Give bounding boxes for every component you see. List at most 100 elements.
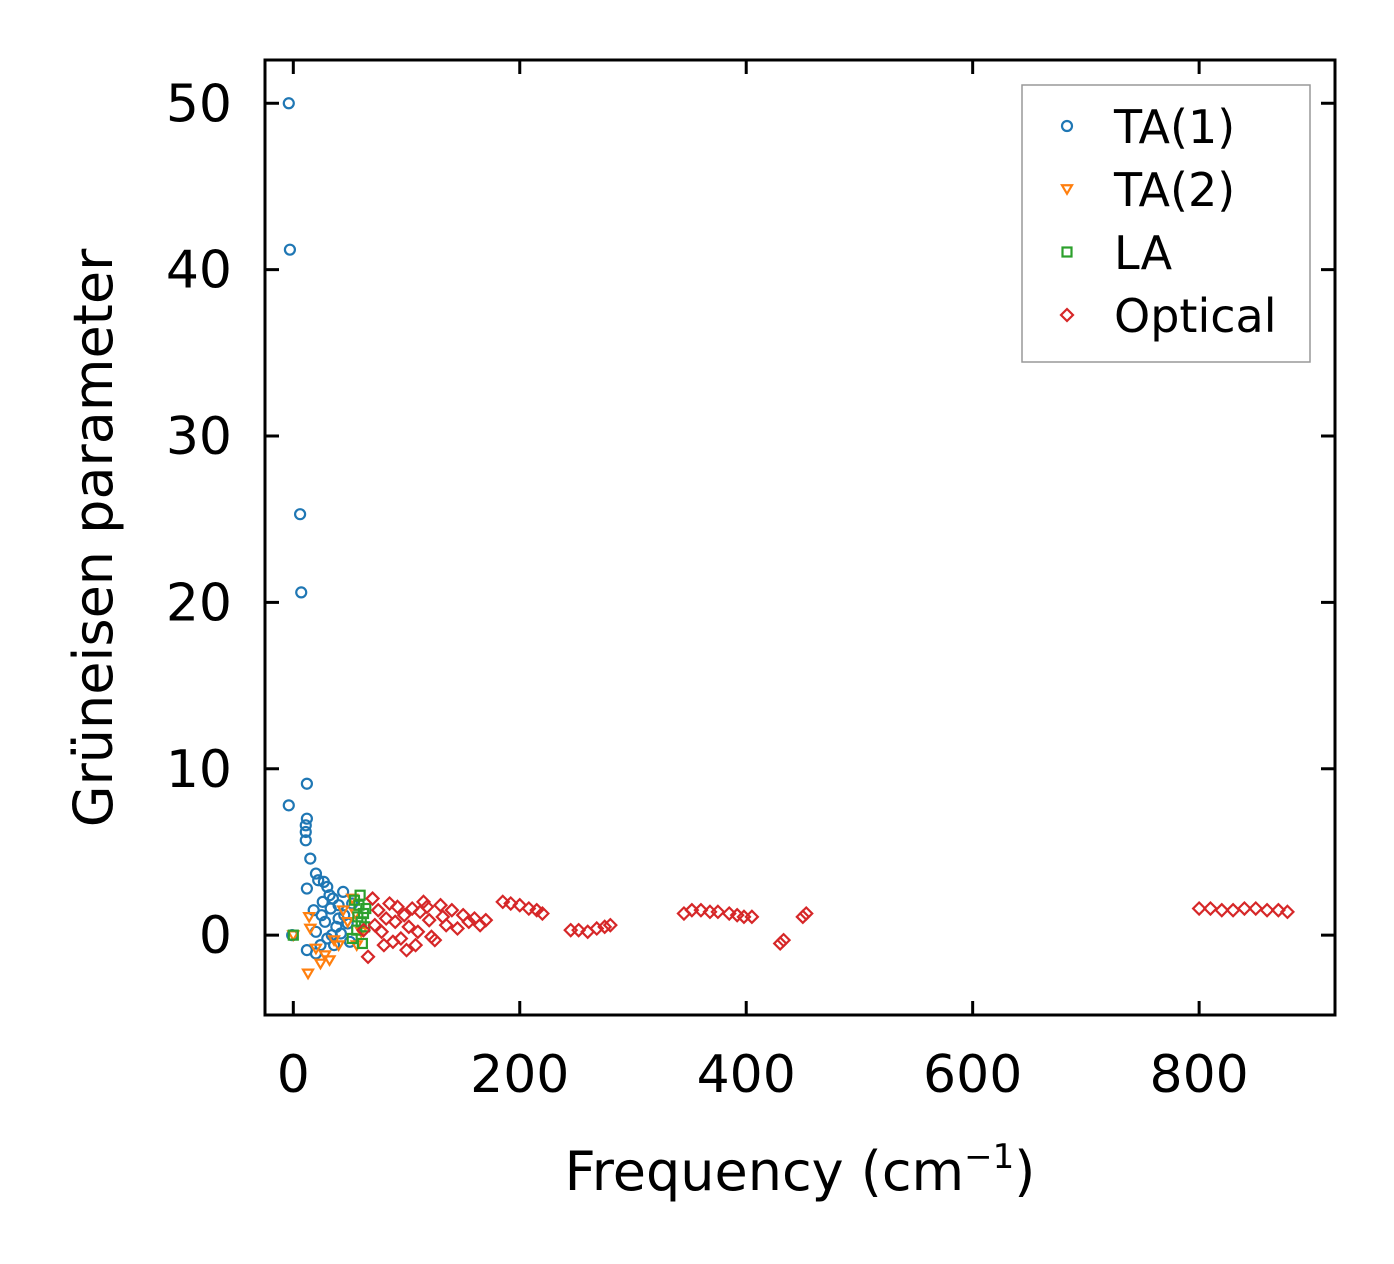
data-point (461, 914, 477, 930)
data-point (389, 899, 406, 915)
data-point (299, 834, 312, 847)
data-points (282, 97, 1296, 981)
data-point (589, 920, 605, 937)
data-point (435, 909, 451, 925)
data-point (324, 902, 337, 915)
x-axis-label: Frequency (cm−1) (565, 1137, 1036, 1203)
data-point (1248, 900, 1264, 917)
data-point (295, 586, 308, 599)
data-point (355, 922, 372, 938)
data-point (534, 905, 550, 922)
data-point (302, 911, 317, 924)
data-point (404, 900, 420, 917)
y-tick-label: 40 (166, 241, 232, 301)
data-point (303, 923, 318, 936)
data-point (478, 912, 494, 928)
y-axis-label: Grüneisen parameter (62, 248, 125, 827)
data-point (1202, 900, 1219, 917)
y-tick-label: 50 (166, 74, 232, 134)
data-point (495, 894, 511, 910)
x-axis-label-close: ) (1014, 1140, 1035, 1203)
data-point (287, 929, 299, 941)
data-point (316, 895, 329, 908)
data-point (309, 867, 323, 880)
data-point (772, 935, 788, 952)
data-point (602, 917, 618, 933)
data-point (283, 243, 297, 256)
data-point (300, 882, 313, 895)
data-point (313, 958, 328, 971)
data-point (1225, 902, 1241, 918)
x-tick-label: 0 (277, 1045, 310, 1105)
legend: TA(1) TA(2) LA Optical (1021, 84, 1311, 363)
x-axis-label-main: Frequency (cm (565, 1140, 965, 1203)
data-point (299, 819, 312, 832)
data-point (336, 905, 351, 918)
x-tick-label: 400 (697, 1045, 796, 1105)
y-tick-label: 10 (166, 740, 232, 800)
data-point (300, 812, 313, 825)
data-point (798, 905, 814, 922)
data-point (365, 890, 381, 907)
data-point (352, 911, 364, 923)
data-point (421, 912, 437, 928)
legend-label: LA (1114, 226, 1173, 280)
data-point (410, 924, 426, 940)
x-axis-label-superscript: −1 (964, 1137, 1014, 1177)
data-point (1270, 902, 1286, 918)
legend-label: TA(2) (1113, 163, 1235, 217)
legend-label: TA(1) (1113, 100, 1235, 154)
data-point (323, 889, 336, 902)
data-point (597, 919, 613, 935)
legend-marker (1060, 119, 1074, 133)
legend-entry: TA(2) (1060, 163, 1235, 217)
data-point (396, 907, 412, 923)
data-point (393, 930, 409, 947)
data-point (449, 920, 466, 937)
data-point (346, 932, 358, 945)
data-point (322, 955, 337, 968)
data-point (693, 902, 709, 918)
data-point (795, 909, 811, 925)
data-point (776, 932, 792, 948)
data-point (521, 900, 537, 917)
x-tick-label: 200 (470, 1045, 569, 1105)
data-point (385, 934, 401, 950)
data-point (370, 902, 386, 918)
legend-label: Optical (1114, 289, 1276, 343)
x-tick-label: 800 (1149, 1045, 1248, 1105)
plot-area-frame (263, 58, 1337, 1017)
data-point (423, 929, 440, 945)
data-point (315, 909, 328, 922)
data-point (408, 937, 424, 953)
data-point (381, 895, 398, 912)
y-tick-label: 0 (199, 906, 232, 966)
data-point (331, 940, 346, 953)
y-tick-label: 20 (166, 573, 232, 633)
data-point (354, 889, 366, 901)
data-point (1191, 900, 1207, 917)
y-tick-label: 30 (166, 407, 232, 467)
legend-marker (1061, 246, 1073, 258)
x-tick-label: 600 (923, 1045, 1022, 1105)
data-point (301, 968, 315, 981)
data-point (300, 777, 313, 790)
data-point (1259, 902, 1275, 918)
legend-marker (1059, 307, 1075, 323)
data-point (710, 904, 726, 920)
data-point (337, 885, 350, 898)
data-point (378, 910, 394, 927)
data-point (1279, 904, 1296, 920)
data-point (327, 935, 341, 948)
legend-entry: LA (1061, 226, 1173, 280)
data-point (571, 922, 587, 938)
legend-entry: TA(1) (1060, 100, 1235, 154)
data-point (512, 897, 528, 913)
data-point (346, 897, 359, 910)
legend-marker (1060, 184, 1074, 196)
data-point (318, 950, 332, 963)
data-point (299, 825, 312, 839)
data-point (1236, 900, 1252, 917)
data-point (419, 899, 435, 915)
